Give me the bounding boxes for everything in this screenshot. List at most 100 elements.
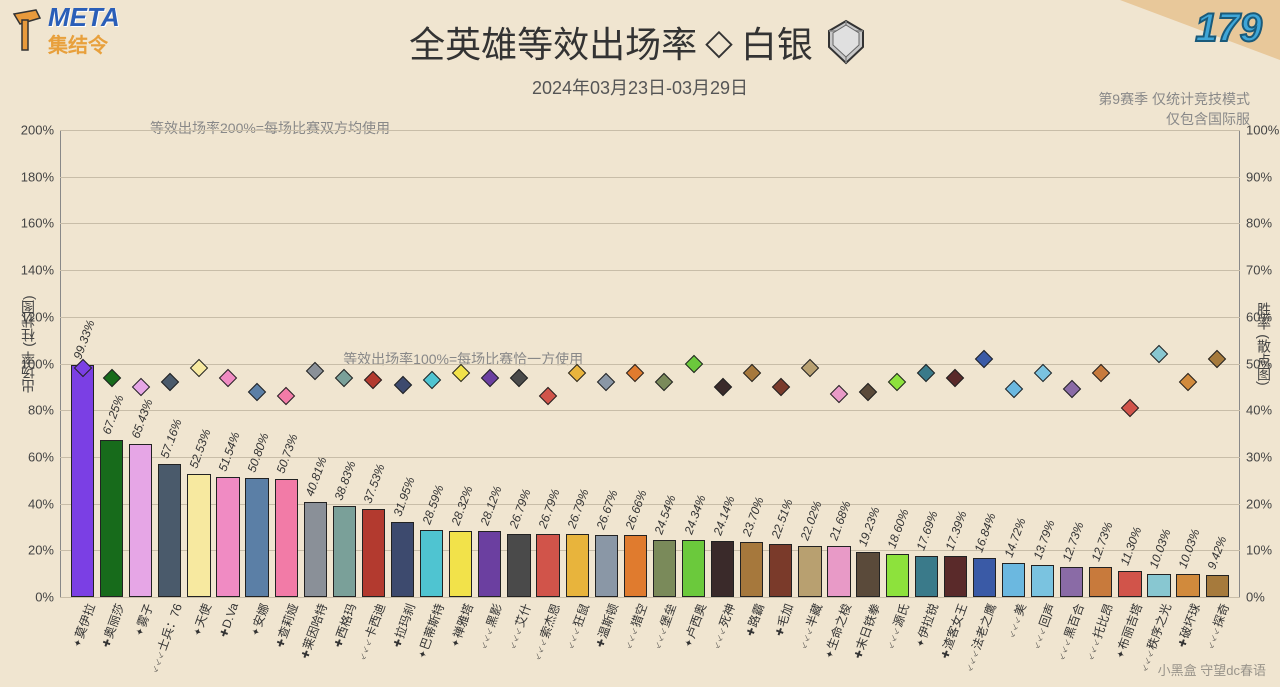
bar-value-label: 12.73% (1088, 520, 1115, 563)
chart-plot-area: 等效出场率100%=每场比赛恰一方使用 0%20%40%60%80%100%12… (60, 130, 1240, 597)
hero-label: ✚查莉娅 (271, 601, 303, 649)
bar (1147, 574, 1170, 597)
bar-slot: 40.81% (301, 130, 330, 597)
dps-role-icon: ⸔⸔⸔ (1028, 625, 1049, 651)
x-label-slot: ✦安娜 (243, 597, 272, 687)
x-label-slot: ✦莫伊拉 (68, 597, 97, 687)
bar-value-label: 52.53% (186, 427, 213, 470)
y-tick-right: 70% (1240, 263, 1272, 278)
bar-value-label: 22.02% (797, 499, 824, 542)
bar-slot: 65.43% (126, 130, 155, 597)
bar (333, 506, 356, 597)
bar (711, 541, 734, 597)
x-label-slot: ✚奥丽莎 (97, 597, 126, 687)
winrate-diamond (132, 378, 150, 396)
title-diamond: ◇ (705, 21, 733, 63)
winrate-diamond (1179, 373, 1197, 391)
winrate-diamond (801, 359, 819, 377)
bar-slot: 14.72% (999, 130, 1028, 597)
dps-role-icon: ⸔⸔⸔ (708, 625, 729, 651)
bar-slot: 31.95% (388, 130, 417, 597)
winrate-diamond (102, 368, 120, 386)
hero-label: ⸔⸔⸔死神 (706, 601, 738, 651)
bar-slot: 26.79% (504, 130, 533, 597)
winrate-diamond (248, 382, 266, 400)
y-tick-right: 60% (1240, 309, 1272, 324)
x-label-slot: ⸔⸔⸔索杰恩 (534, 597, 563, 687)
winrate-diamond (975, 350, 993, 368)
bar (71, 365, 94, 597)
tank-role-icon: ✚ (774, 626, 787, 638)
bar (158, 464, 181, 597)
hero-label: ⸔⸔⸔堡垒 (648, 601, 680, 651)
hero-label: ✚D.Va (216, 601, 241, 639)
y-tick-right: 90% (1240, 169, 1272, 184)
x-label-slot: ✚查莉娅 (272, 597, 301, 687)
support-role-icon: ✦ (450, 637, 463, 649)
bar-slot: 37.53% (359, 130, 388, 597)
y-tick-right: 0% (1240, 590, 1265, 605)
bar-slot: 9.42% (1203, 130, 1232, 597)
bar-value-label: 57.16% (157, 417, 184, 460)
x-label-slot: ✚路霸 (737, 597, 766, 687)
bar (420, 530, 443, 597)
bar-value-label: 23.70% (739, 495, 766, 538)
bar-value-label: 26.79% (536, 488, 563, 531)
bar-value-label: 11.30% (1117, 525, 1144, 567)
bar (856, 552, 879, 597)
bar (1089, 567, 1112, 597)
winrate-diamond (422, 371, 440, 389)
bar-slot: 26.79% (534, 130, 563, 597)
bar-slot: 50.73% (272, 130, 301, 597)
support-role-icon: ✦ (250, 626, 263, 638)
bar (624, 535, 647, 597)
logo: META 集结令 (10, 6, 120, 58)
winrate-diamond (1208, 350, 1226, 368)
bar-slot: 26.66% (621, 130, 650, 597)
bar (595, 535, 618, 597)
bars-container: 99.33%67.25%65.43%57.16%52.53%51.54%50.8… (60, 130, 1240, 597)
bar-slot: 24.14% (708, 130, 737, 597)
x-label-slot: ✦巴蒂斯特 (417, 597, 446, 687)
winrate-diamond (684, 354, 702, 372)
tank-role-icon: ✚ (300, 649, 313, 661)
winrate-diamond (859, 382, 877, 400)
bar-value-label: 10.03% (1176, 527, 1203, 570)
dps-role-icon: ⸔⸔⸔ (1136, 648, 1157, 674)
dps-role-icon: ⸔⸔⸔ (1053, 636, 1074, 662)
tank-role-icon: ✚ (595, 637, 608, 649)
x-label-slot: ✚西格玛 (330, 597, 359, 687)
y-tick-right: 30% (1240, 449, 1272, 464)
x-label-slot: ✦伊拉锐 (912, 597, 941, 687)
support-role-icon: ✦ (915, 637, 928, 649)
hero-label: ⸔⸔⸔美 (1001, 601, 1029, 640)
bar-slot: 22.51% (766, 130, 795, 597)
bar-slot: 67.25% (97, 130, 126, 597)
y-tick-left: 140% (21, 263, 60, 278)
bar-slot: 52.53% (184, 130, 213, 597)
support-role-icon: ✦ (417, 649, 430, 661)
winrate-diamond (946, 368, 964, 386)
support-role-icon: ✦ (134, 626, 147, 638)
bar-value-label: 51.54% (216, 430, 243, 473)
x-label-slot: ⸔⸔⸔法老之鹰 (970, 597, 999, 687)
bar-value-label: 50.80% (245, 431, 272, 474)
issue-number: 179 (1195, 6, 1262, 51)
winrate-diamond (306, 361, 324, 379)
winrate-diamond (655, 373, 673, 391)
tank-role-icon: ✚ (853, 649, 866, 661)
hero-label: ✚毛加 (769, 601, 796, 638)
winrate-diamond (364, 371, 382, 389)
support-role-icon: ✦ (192, 626, 205, 638)
x-label-slot: ⸔⸔⸔卡西迪 (359, 597, 388, 687)
winrate-diamond (1004, 380, 1022, 398)
season-info: 第9赛季 仅统计竞技模式 仅包含国际服 (1098, 90, 1250, 129)
bar-value-label: 31.95% (390, 475, 417, 518)
bar-slot: 28.12% (475, 130, 504, 597)
y-tick-left: 100% (21, 356, 60, 371)
x-label-slot: ✦布丽吉塔 (1115, 597, 1144, 687)
bar (100, 440, 123, 597)
x-label-slot: ✦天使 (184, 597, 213, 687)
x-label-slot: ✚毛加 (766, 597, 795, 687)
bar-slot: 50.80% (243, 130, 272, 597)
